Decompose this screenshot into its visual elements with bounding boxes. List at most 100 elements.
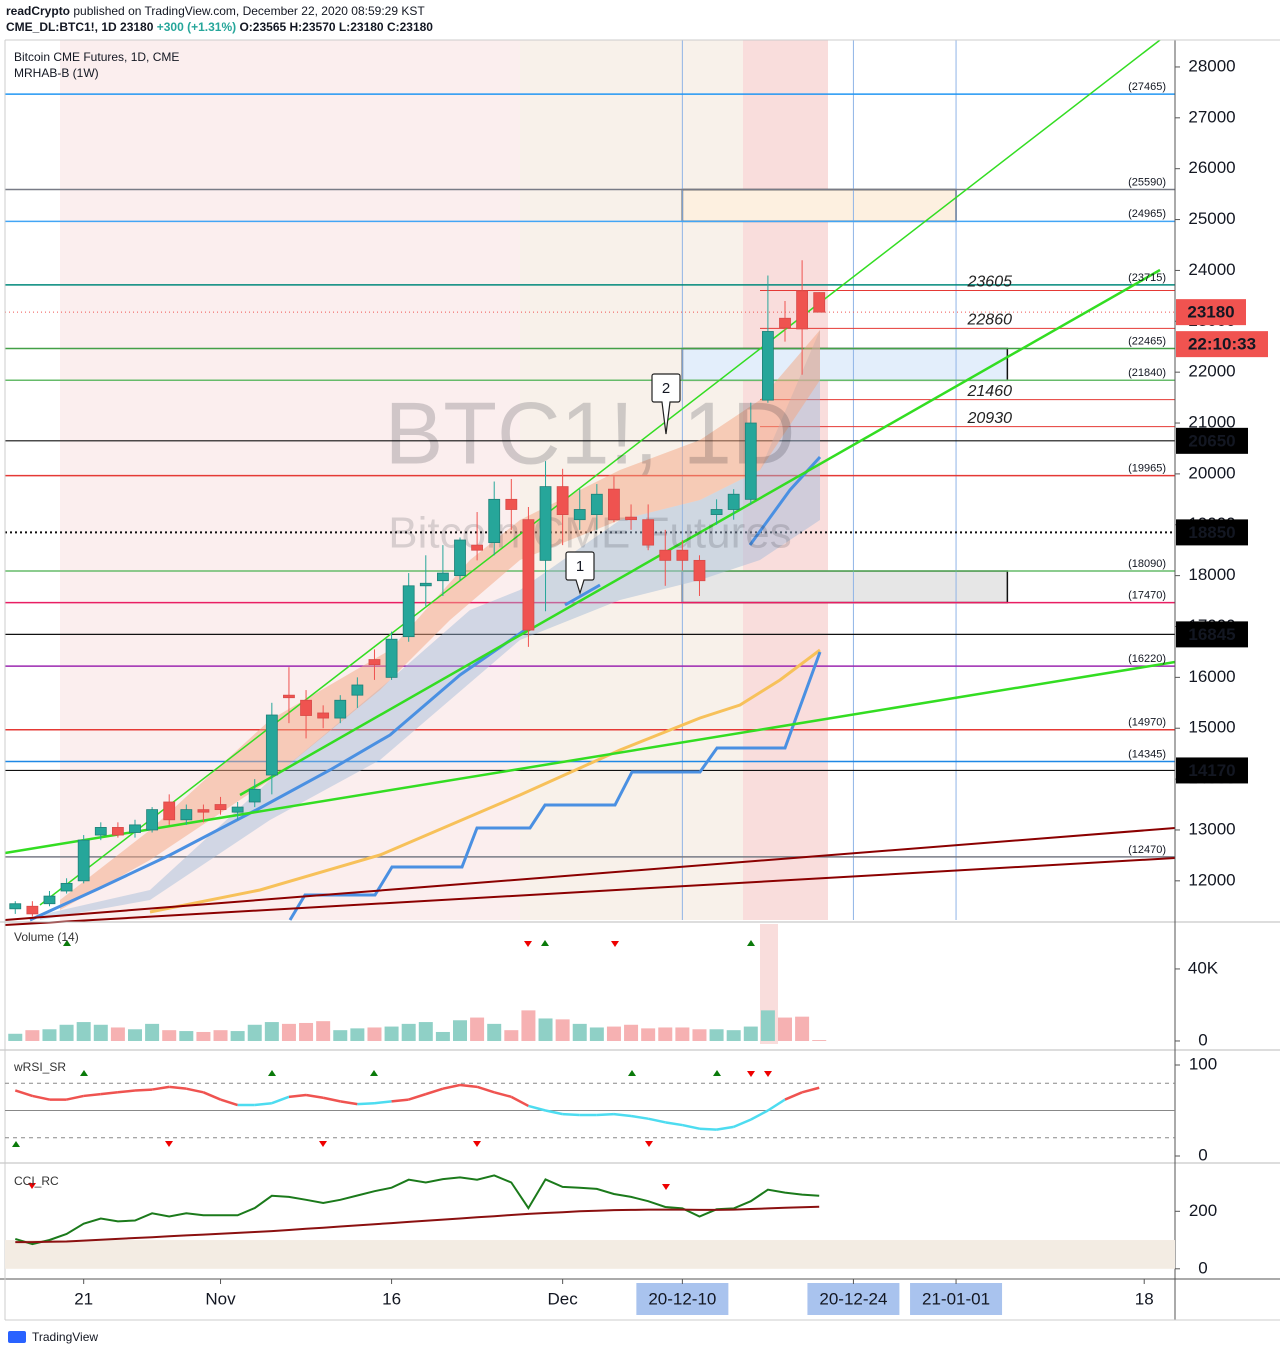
zone-box [681,570,1009,604]
x-tick-highlight [636,1283,729,1315]
rsi-line [510,1095,530,1108]
publisher: readCrypto [6,4,70,18]
volume-bar [692,1029,707,1041]
volume-bar [778,1017,792,1041]
rsi-line [271,1095,290,1105]
candle-body [676,549,689,561]
volume-bar [384,1026,399,1041]
candle-body [214,804,227,811]
level-label: (25590) [1128,176,1166,188]
signal-marker [628,1070,636,1076]
rsi-line [647,1117,666,1124]
countdown-tag [1176,331,1268,358]
level-label: (18090) [1128,558,1166,570]
candle-body [94,827,107,836]
x-tick-highlight [910,1283,1003,1315]
candle-body [693,559,706,582]
signal-marker [524,941,532,947]
candle-body [556,486,569,515]
last: 23180 [120,20,154,34]
rsi-line [459,1083,478,1089]
chart-subtitle: MRHAB-B (1W) [14,66,99,80]
volume-bar [675,1027,690,1041]
last-price-label: 23180 [1187,303,1234,322]
candle-body [317,712,330,719]
candle-body [300,699,312,716]
footer-brand: TradingView [32,1330,98,1344]
candle-body [505,498,518,510]
rsi-line [682,1123,700,1130]
volume-bar [743,1026,758,1041]
candle-body [163,801,176,821]
volume-bar [624,1024,639,1041]
candle-body [744,422,757,500]
price-tag [1176,519,1248,546]
candle-body [402,585,415,638]
volume-bar [795,1016,810,1041]
volume-bar [418,1022,433,1041]
volume-bar [453,1020,467,1041]
rsi-line [562,1112,580,1117]
rsi-line [134,1088,153,1092]
watermark: BTC1!, 1D [385,383,796,482]
volume-bar [59,1024,74,1041]
y-tick-label: 28000 [1188,56,1235,75]
rsi-line [186,1087,204,1094]
rsi-line [699,1127,717,1131]
volume-bar [264,1022,279,1041]
candle-body [573,509,586,521]
level-label: (22465) [1128,335,1166,347]
signal-marker [370,1070,378,1076]
y-tick-label: 13000 [1188,819,1235,838]
x-tick-label: 20-12-24 [819,1289,887,1308]
level-label: (17470) [1128,589,1166,601]
ma-band [60,330,820,910]
price-tag [1176,621,1248,648]
marked-level-label: 22860 [967,312,1013,329]
x-tick-label: 20-12-10 [648,1289,716,1308]
rsi-line [202,1091,222,1101]
volume-bar [555,1019,570,1041]
volume-bar [401,1023,416,1041]
rsi-line [83,1092,101,1098]
x-tick-label: Dec [548,1289,579,1308]
annotation-text: 2 [662,380,670,397]
signal-marker [713,1070,721,1076]
candle-body [231,806,244,813]
level-label: (19965) [1128,463,1166,475]
signal-marker [80,1070,88,1076]
last-price-tag [1176,299,1246,326]
y-tick-label: 40K [1188,958,1219,977]
candle-body [77,839,90,882]
level-label: (16220) [1128,653,1166,665]
y-tick-label: 18000 [1188,565,1235,584]
shade-region [60,40,520,920]
y-tick-label: 22000 [1188,362,1235,381]
marked-level-label: 20930 [967,410,1013,427]
volume-bar [470,1017,485,1041]
zone-box [681,188,957,223]
candle-body [625,516,637,521]
candle-body [129,824,141,833]
signal-marker [268,1070,276,1076]
rsi-line [220,1098,239,1107]
candle-body [779,317,791,329]
rsi-line [545,1109,563,1116]
rsi-line [528,1104,546,1112]
volume-bar [521,1010,536,1041]
signal-marker [12,1141,20,1147]
signal-marker [747,1071,755,1077]
rsi-line [476,1085,495,1094]
y-tick-label: 12000 [1188,870,1235,889]
ohlc: L:23180 [339,20,384,34]
marked-level-label: 21460 [967,383,1013,400]
volume-bar [658,1027,673,1041]
y-tick-label: 20000 [1188,463,1235,482]
symbol: CME_DL:BTC1!, 1D [6,20,117,34]
ohlc: H:23570 [290,20,336,34]
header-line: readCrypto published on TradingView.com,… [6,4,425,18]
signal-marker [611,941,619,947]
candle-body [710,509,723,515]
volume-bar [93,1024,108,1041]
price-tag-label: 20650 [1188,431,1235,450]
